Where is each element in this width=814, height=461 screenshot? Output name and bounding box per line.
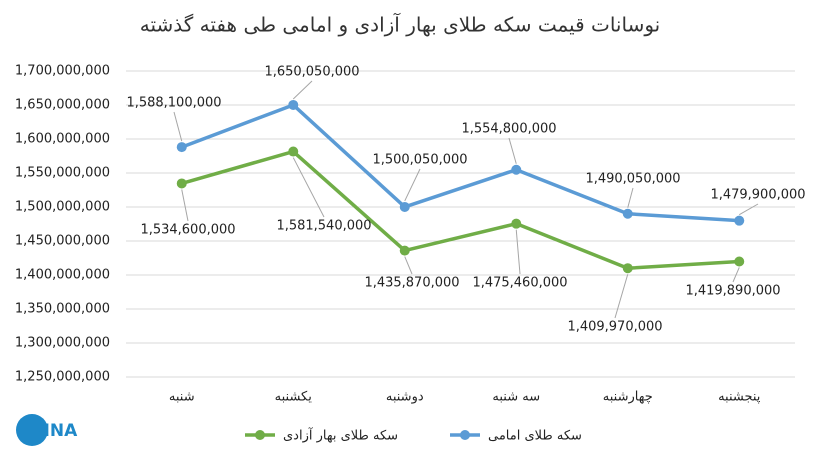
data-point (511, 164, 522, 175)
y-tick-label: 1,400,000,000 (15, 268, 110, 283)
leader-line (732, 267, 740, 283)
data-point (734, 215, 745, 226)
y-tick-label: 1,550,000,000 (15, 166, 110, 181)
leader-line (181, 189, 189, 222)
leader-line (404, 168, 421, 202)
y-tick-label: 1,350,000,000 (15, 302, 110, 317)
y-tick-label: 1,500,000,000 (15, 200, 110, 215)
legend-marker (255, 430, 265, 440)
leader-line (614, 274, 629, 319)
y-tick-label: 1,300,000,000 (15, 336, 110, 351)
series-line (181, 103, 740, 223)
leader-line (515, 229, 521, 275)
series-line (181, 149, 740, 270)
leader-line (404, 256, 413, 275)
data-point (734, 256, 745, 267)
legend-label: سکه طلای امامی (488, 429, 582, 444)
y-tick-label: 1,450,000,000 (15, 234, 110, 249)
data-label: 1,479,900,000 (710, 188, 805, 203)
data-point (288, 99, 299, 110)
data-label: 1,500,050,000 (372, 153, 467, 168)
x-tick-label: پنجشنبه (718, 390, 761, 405)
leader-line (627, 187, 634, 208)
x-tick-label: دوشنبه (386, 390, 424, 405)
data-label: 1,419,890,000 (685, 284, 780, 299)
data-point (399, 201, 410, 212)
leader-line (173, 111, 183, 142)
data-point (511, 218, 522, 229)
data-label: 1,409,970,000 (567, 320, 662, 335)
data-point (176, 178, 187, 189)
y-tick-label: 1,600,000,000 (15, 132, 110, 147)
data-label: 1,554,800,000 (461, 122, 556, 137)
data-label: 1,581,540,000 (276, 219, 371, 234)
data-label: 1,435,870,000 (364, 276, 459, 291)
logo-text: IMNA (27, 421, 78, 441)
legend-marker (460, 430, 470, 440)
data-point (176, 142, 187, 153)
y-tick-label: 1,250,000,000 (15, 370, 110, 385)
data-label: 1,534,600,000 (140, 223, 235, 238)
leader-line (739, 203, 759, 216)
data-label: 1,475,460,000 (472, 276, 567, 291)
x-tick-label: سه شنبه (492, 390, 540, 405)
data-label: 1,588,100,000 (126, 96, 221, 111)
leader-line (292, 157, 325, 218)
x-tick-label: شنبه (169, 390, 195, 405)
data-point (399, 245, 410, 256)
data-point (622, 208, 633, 219)
data-label: 1,650,050,000 (264, 65, 359, 80)
logo: IMNA (16, 414, 78, 446)
x-tick-label: یکشنبه (275, 390, 313, 405)
leader-line (508, 137, 517, 164)
y-tick-label: 1,700,000,000 (15, 64, 110, 79)
data-point (288, 146, 299, 157)
data-point (622, 263, 633, 274)
y-tick-label: 1,650,000,000 (15, 98, 110, 113)
x-tick-label: چهارشنبه (603, 390, 653, 405)
leader-line (292, 80, 313, 100)
data-label: 1,490,050,000 (585, 172, 680, 187)
chart-title: نوسانات قیمت سکه طلای بهار آزادی و امامی… (140, 12, 660, 37)
legend-label: سکه طلای بهار آزادی (283, 427, 398, 444)
logo-circle (16, 414, 48, 446)
